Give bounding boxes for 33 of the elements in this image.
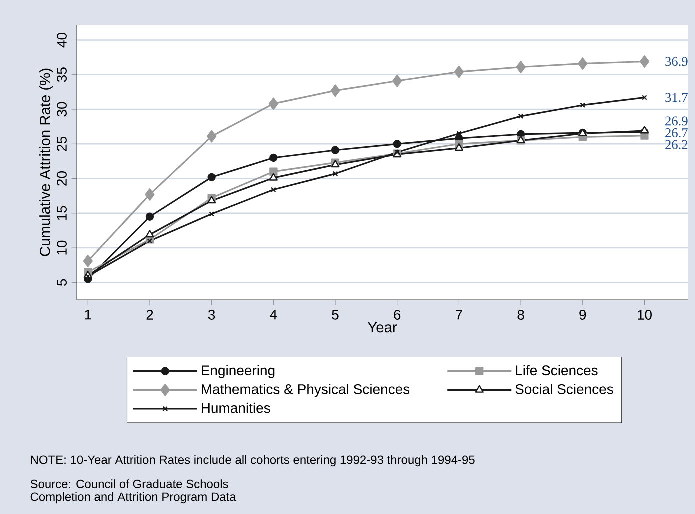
x-tick-label: 3 — [208, 310, 216, 320]
y-tick-label: 20 — [57, 172, 67, 186]
x-tick-label: 4 — [270, 310, 278, 320]
data-label: 26.2 — [666, 140, 688, 150]
data-label: 36.9 — [666, 57, 688, 66]
text: NOTE: 10-Year Attrition Rates include all cohorts entering 1992-93 through 1994-95 — [31, 455, 475, 467]
legend-label: Mathematics & Physical Sciences — [202, 384, 410, 398]
legend-label: Humanities — [202, 402, 270, 414]
x-axis-title: Year — [368, 322, 398, 333]
source-note: Source: Council of Graduate Schools — [30, 480, 228, 488]
data-label: 26.9 — [666, 116, 688, 126]
x-tick-label: 5 — [332, 310, 339, 320]
x-tick-label: 1 — [85, 310, 92, 320]
legend-label: Engineering — [202, 365, 275, 378]
x-tick-label: 9 — [580, 310, 586, 320]
x-tick-label: 2 — [146, 310, 154, 320]
y-tick-label: 5 — [57, 279, 67, 286]
y-tick-label: 15 — [57, 206, 67, 220]
x-tick-label: 10 — [638, 310, 652, 320]
text: Completion and Attrition Program Data — [30, 492, 236, 504]
data-label: 31.7 — [666, 93, 688, 102]
x-tick-label: 8 — [518, 310, 524, 320]
x-tick-label: 7 — [456, 310, 462, 320]
legend-label: Life Sciences — [516, 365, 598, 376]
y-tick-label: 40 — [57, 33, 67, 48]
y-tick-label: 10 — [57, 240, 67, 255]
x-tick-label: 6 — [394, 310, 401, 320]
y-tick-label: 35 — [57, 68, 67, 82]
y-axis-title: Cumulative Attrition Rate (%) — [40, 68, 54, 256]
legend-label: Social Sciences — [516, 384, 614, 394]
y-tick-label: 30 — [57, 102, 67, 117]
y-tick-label: 25 — [57, 136, 67, 152]
data-label: 26.7 — [666, 128, 688, 138]
